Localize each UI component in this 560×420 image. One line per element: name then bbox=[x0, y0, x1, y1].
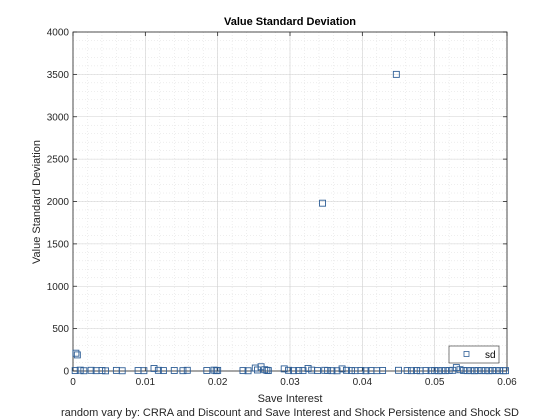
data-point bbox=[308, 366, 316, 374]
data-point bbox=[456, 366, 464, 374]
y-tick-label: 500 bbox=[52, 324, 69, 335]
y-tick-label: 1500 bbox=[47, 239, 70, 250]
data-point bbox=[452, 364, 460, 372]
data-point bbox=[159, 367, 167, 375]
data-point bbox=[427, 367, 435, 375]
data-point bbox=[134, 367, 142, 375]
chart-caption: random vary by: CRRA and Discount and Sa… bbox=[61, 407, 519, 419]
data-point bbox=[324, 367, 332, 374]
data-point bbox=[379, 367, 387, 374]
data-point bbox=[492, 367, 500, 375]
data-point bbox=[71, 367, 79, 375]
data-point bbox=[463, 367, 471, 375]
data-point bbox=[319, 199, 326, 207]
x-axis: 0 0.01 0.02 0.03 0.04 0.05 0.06 bbox=[70, 32, 517, 388]
data-point bbox=[403, 367, 411, 375]
data-point bbox=[392, 70, 400, 78]
data-point bbox=[338, 365, 346, 373]
legend-label-sd: sd bbox=[485, 350, 496, 361]
data-point bbox=[348, 367, 355, 375]
data-point bbox=[170, 367, 178, 374]
y-tick-label: 3500 bbox=[47, 70, 70, 81]
data-point bbox=[118, 367, 126, 375]
legend: sd bbox=[448, 345, 500, 364]
data-point bbox=[485, 367, 493, 375]
data-point bbox=[73, 351, 81, 359]
y-tick-label: 2000 bbox=[47, 197, 70, 208]
data-point bbox=[478, 367, 486, 375]
x-tick-label: 0.06 bbox=[497, 377, 517, 388]
data-point bbox=[179, 367, 187, 375]
data-points bbox=[71, 70, 510, 375]
data-point bbox=[102, 367, 110, 375]
data-point bbox=[422, 367, 430, 375]
data-point bbox=[413, 367, 421, 374]
data-point bbox=[239, 367, 247, 375]
data-point bbox=[471, 367, 478, 375]
y-tick-label: 3000 bbox=[47, 112, 70, 123]
data-point bbox=[434, 367, 442, 375]
data-point bbox=[140, 367, 148, 375]
data-point bbox=[261, 366, 269, 374]
data-point bbox=[87, 366, 95, 374]
data-point bbox=[362, 367, 370, 375]
data-point bbox=[80, 367, 88, 375]
data-point bbox=[290, 367, 298, 375]
data-point bbox=[438, 367, 446, 375]
x-tick-label: 0.02 bbox=[208, 377, 228, 388]
data-point bbox=[150, 365, 158, 372]
y-tick-label: 2500 bbox=[47, 155, 70, 166]
data-point bbox=[342, 366, 350, 374]
legend-marker bbox=[463, 351, 470, 357]
data-point bbox=[295, 367, 303, 374]
data-point bbox=[314, 367, 321, 375]
data-point bbox=[445, 367, 453, 374]
data-point bbox=[154, 366, 162, 374]
data-point bbox=[214, 366, 222, 374]
x-tick-label: 0.03 bbox=[280, 377, 300, 388]
chart-title: Value Standard Deviation bbox=[224, 16, 356, 28]
data-point bbox=[328, 367, 336, 375]
data-point bbox=[285, 366, 293, 374]
data-point bbox=[357, 367, 365, 374]
y-axis-label: Value Standard Deviation bbox=[31, 140, 43, 264]
data-point bbox=[76, 366, 84, 374]
data-point bbox=[98, 367, 106, 374]
data-point bbox=[244, 367, 252, 375]
data-point bbox=[395, 366, 402, 374]
x-tick-label: 0 bbox=[70, 377, 76, 388]
y-tick-label: 1000 bbox=[47, 282, 70, 293]
data-point bbox=[210, 366, 218, 374]
data-point bbox=[408, 367, 415, 375]
x-tick-label: 0.05 bbox=[425, 377, 445, 388]
data-point bbox=[474, 367, 482, 374]
major-grid bbox=[72, 31, 508, 372]
data-point bbox=[502, 367, 510, 375]
data-point bbox=[496, 367, 504, 375]
data-point bbox=[442, 367, 449, 375]
x-tick-label: 0.04 bbox=[353, 377, 373, 388]
data-point bbox=[481, 367, 489, 375]
x-axis-label: Save Interest bbox=[258, 393, 323, 405]
data-point bbox=[72, 349, 80, 357]
data-point bbox=[299, 367, 307, 375]
data-point bbox=[264, 367, 272, 375]
y-axis: 0 500 1000 1500 2000 2500 3000 3500 4000 bbox=[47, 28, 507, 378]
data-point bbox=[431, 367, 439, 374]
legend-box bbox=[448, 345, 500, 364]
data-point bbox=[467, 367, 475, 375]
data-point bbox=[460, 367, 468, 374]
data-point bbox=[183, 366, 191, 374]
y-tick-label: 4000 bbox=[47, 28, 70, 39]
data-point bbox=[489, 367, 496, 374]
data-point bbox=[280, 365, 288, 373]
x-tick-label: 0.01 bbox=[136, 377, 156, 388]
data-point bbox=[203, 367, 211, 374]
data-point bbox=[251, 364, 259, 372]
data-point bbox=[304, 365, 312, 372]
data-point bbox=[333, 367, 341, 375]
y-tick-label: 0 bbox=[63, 367, 69, 378]
